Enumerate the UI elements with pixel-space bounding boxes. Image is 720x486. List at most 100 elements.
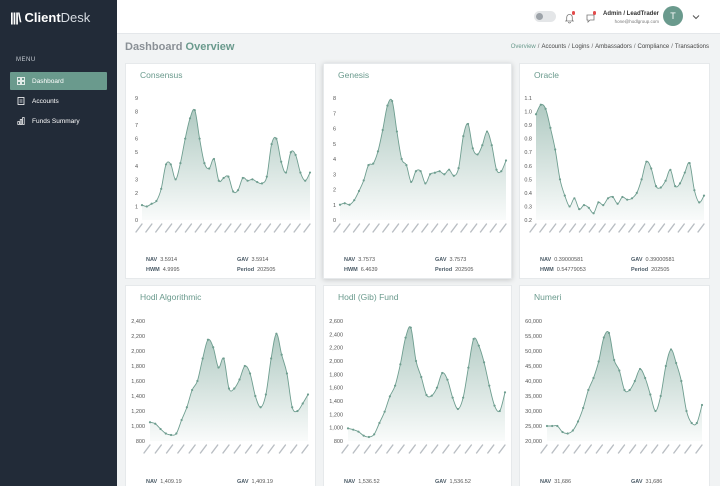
- breadcrumb-compliance[interactable]: Compliance: [637, 44, 670, 50]
- data-point: [551, 424, 554, 428]
- data-point: [338, 203, 342, 206]
- data-point: [654, 185, 658, 188]
- data-point: [246, 179, 249, 182]
- x-tick-label: [573, 444, 581, 454]
- data-point: [155, 199, 158, 203]
- y-tick-label: 2,400: [131, 319, 145, 325]
- data-point: [357, 430, 360, 433]
- data-point: [346, 427, 350, 430]
- x-tick-label: [673, 444, 681, 454]
- data-point: [357, 189, 361, 193]
- x-tick-label: [267, 444, 275, 454]
- numeri-chart: 20,000 25,000 30,000 35,000 40,000 45,000 50,0…: [525, 319, 704, 454]
- data-point: [462, 396, 465, 399]
- x-tick-label: [411, 223, 419, 233]
- data-point: [488, 384, 491, 387]
- x-tick-label: [303, 223, 311, 233]
- sidebar-item-accounts[interactable]: Accounts: [10, 92, 107, 110]
- data-point: [561, 430, 564, 434]
- y-tick-label: 1,200: [329, 412, 343, 418]
- breadcrumb-transactions[interactable]: Transactions: [674, 44, 709, 50]
- x-tick-label: [578, 223, 587, 233]
- y-tick-label: 4: [135, 164, 138, 170]
- data-point: [675, 361, 678, 365]
- y-tick-label: 0.7: [524, 150, 532, 156]
- notifications-bell-icon[interactable]: [564, 11, 575, 24]
- x-tick-label: [606, 444, 615, 454]
- x-tick-label: [431, 444, 439, 454]
- data-point: [476, 153, 479, 156]
- breadcrumb-overview[interactable]: Overview: [510, 44, 536, 50]
- x-tick-label: [588, 223, 596, 233]
- data-point: [664, 179, 667, 182]
- y-tick-label: 1,800: [131, 364, 145, 370]
- x-tick-label: [362, 223, 370, 233]
- breadcrumb-accounts[interactable]: Accounts: [541, 44, 567, 50]
- data-point: [558, 178, 562, 181]
- data-point: [576, 420, 580, 423]
- x-tick-label: [143, 444, 151, 454]
- card-title: Consensus: [140, 70, 183, 80]
- data-point: [659, 186, 662, 189]
- x-tick-label: [489, 223, 497, 233]
- x-tick-label: [499, 223, 507, 233]
- data-point: [410, 180, 413, 183]
- x-tick-label: [204, 223, 212, 233]
- x-tick-label: [442, 444, 450, 454]
- data-point: [367, 164, 370, 167]
- theme-toggle[interactable]: [534, 11, 556, 22]
- x-tick-label: [341, 444, 349, 454]
- fund-card-oracle[interactable]: Oracle 0.2 0.3 0.4 0.5 0.6 0.7 0.8 0.9 1.0 1.1 NA…: [519, 63, 710, 279]
- x-tick-label: [667, 223, 676, 233]
- series-area: [150, 333, 308, 441]
- data-point: [650, 167, 653, 170]
- data-point: [568, 205, 571, 208]
- y-tick-label: 60,000: [525, 319, 542, 325]
- stat-nav: NAV 3.5914: [146, 257, 178, 263]
- data-point: [280, 160, 283, 163]
- x-tick-label: [598, 223, 606, 233]
- fund-card-hodl-algorithmic[interactable]: Hodl Algorithmic 800 1,000 1,200 1,400 1,600…: [125, 285, 316, 486]
- y-tick-label: 55,000: [525, 334, 542, 340]
- y-tick-label: 1,400: [329, 399, 343, 405]
- data-point: [674, 185, 677, 188]
- breadcrumb-ambassadors[interactable]: Ambassadors: [595, 44, 632, 50]
- data-point: [618, 369, 621, 372]
- fund-card-numeri[interactable]: Numeri 20,000 25,000 30,000 35,000 40,000 45,…: [519, 285, 710, 486]
- data-point: [198, 137, 201, 140]
- data-point: [196, 379, 199, 383]
- data-point: [174, 178, 177, 181]
- data-point: [545, 424, 549, 428]
- breadcrumb-separator: /: [671, 44, 673, 50]
- data-point: [154, 422, 157, 425]
- data-point: [467, 366, 470, 369]
- x-tick-label: [657, 223, 666, 233]
- x-tick-label: [584, 444, 592, 454]
- y-tick-label: 8: [135, 110, 138, 116]
- app-logo[interactable]: |||\ Client Desk: [10, 10, 90, 25]
- data-point: [232, 190, 235, 193]
- data-point: [678, 182, 682, 185]
- chevron-down-icon[interactable]: [692, 13, 700, 21]
- data-point: [248, 372, 252, 375]
- sidebar-item-funds-summary[interactable]: Funds Summary: [10, 112, 107, 130]
- y-tick-label: 8: [333, 96, 336, 102]
- x-tick-label: [263, 223, 272, 233]
- x-tick-label: [244, 223, 252, 233]
- messages-icon[interactable]: [585, 11, 596, 23]
- data-point: [635, 191, 638, 194]
- sidebar-item-dashboard[interactable]: Dashboard: [10, 72, 107, 90]
- data-point: [613, 358, 616, 362]
- x-tick-label: [687, 223, 695, 233]
- fund-card-consensus[interactable]: Consensus 0 1 2 3 4 5 6 7 8 9 NAV 3.5914 GAV 3.5914…: [125, 63, 316, 279]
- data-point: [498, 409, 501, 413]
- x-tick-label: [382, 223, 390, 233]
- data-point: [394, 384, 397, 387]
- data-point: [185, 406, 188, 409]
- avatar[interactable]: T: [663, 6, 683, 26]
- fund-card-genesis[interactable]: Genesis 0 1 2 3 4 5 6 7 8 NAV 3.7573 GAV 3.7573 HW…: [323, 63, 512, 279]
- fund-card-hodl-gib-fund[interactable]: Hodl (Gib) Fund 800 1,000 1,200 1,400 1,600 1…: [323, 285, 512, 486]
- data-point: [241, 176, 244, 180]
- data-point: [693, 189, 696, 192]
- breadcrumb-logins[interactable]: Logins: [571, 44, 590, 50]
